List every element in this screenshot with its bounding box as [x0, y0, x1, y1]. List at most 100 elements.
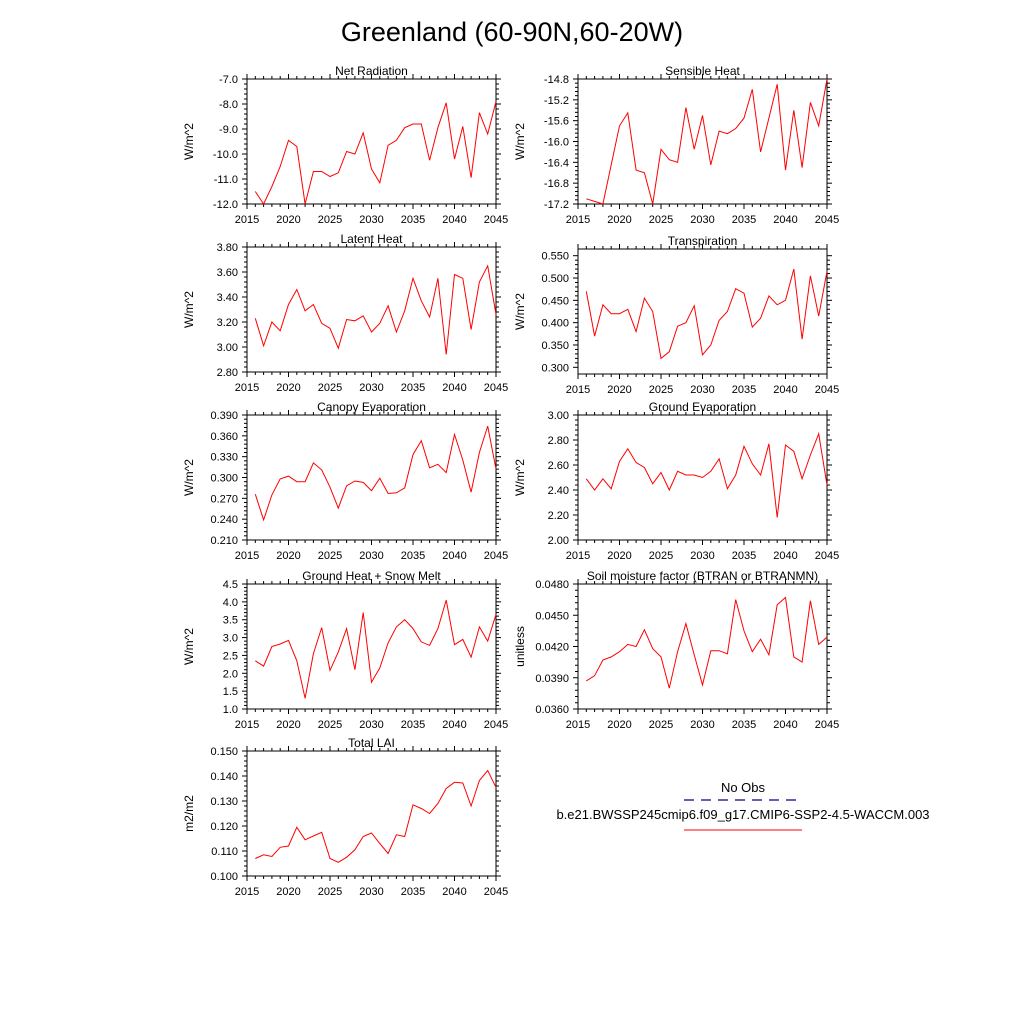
y-tick-label: -8.0 — [219, 99, 238, 111]
series-line — [255, 769, 497, 863]
x-tick-label: 2040 — [773, 719, 797, 731]
y-axis-label: W/m^2 — [513, 293, 527, 330]
x-tick-label: 2015 — [566, 214, 590, 226]
y-tick-label: 0.140 — [210, 771, 238, 783]
y-tick-label: 3.00 — [548, 410, 569, 422]
x-tick-label: 2025 — [318, 382, 342, 394]
y-tick-label: 0.0480 — [535, 579, 569, 591]
y-tick-label: 4.5 — [223, 579, 238, 591]
x-tick-label: 2030 — [359, 382, 383, 394]
y-tick-label: 4.0 — [223, 597, 238, 609]
y-tick-label: 2.20 — [548, 510, 569, 522]
x-tick-label: 2035 — [732, 384, 756, 396]
x-tick-label: 2035 — [732, 719, 756, 731]
x-tick-label: 2030 — [690, 384, 714, 396]
y-axis-label: W/m^2 — [513, 123, 527, 160]
y-tick-label: -12.0 — [213, 199, 238, 211]
y-tick-label: -7.0 — [219, 74, 238, 86]
chart-panel-5: Canopy Evaporation W/m^2 0.210 0.240 0.270 0.… — [182, 400, 508, 562]
y-axis-label: unitless — [513, 626, 527, 667]
x-tick-label: 2035 — [401, 214, 425, 226]
panel-title: Net Radiation — [335, 64, 408, 78]
x-tick-label: 2025 — [318, 719, 342, 731]
series-line — [586, 78, 828, 205]
y-axis-label: W/m^2 — [182, 291, 196, 328]
y-tick-label: -16.8 — [544, 178, 569, 190]
series-line — [585, 268, 828, 360]
y-axis-label: m2/m2 — [182, 795, 196, 832]
x-tick-label: 2020 — [276, 214, 300, 226]
x-tick-label: 2045 — [484, 719, 508, 731]
y-tick-label: 0.100 — [210, 871, 238, 883]
x-tick-label: 2045 — [815, 384, 839, 396]
y-tick-label: 0.130 — [210, 796, 238, 808]
y-tick-label: -16.0 — [544, 137, 569, 149]
y-tick-label: 2.80 — [548, 435, 569, 447]
y-tick-label: 0.210 — [210, 535, 238, 547]
y-tick-label: -11.0 — [214, 174, 238, 186]
panel-title: Ground Heat + Snow Melt — [302, 569, 441, 583]
x-tick-label: 2045 — [484, 550, 508, 562]
series-line — [586, 596, 828, 689]
y-axis-label: W/m^2 — [513, 459, 527, 496]
x-tick-label: 2040 — [442, 550, 466, 562]
y-tick-label: 0.150 — [210, 746, 238, 758]
x-tick-label: 2020 — [607, 214, 631, 226]
x-tick-label: 2045 — [815, 719, 839, 731]
series-line — [254, 425, 497, 522]
plot-frame — [246, 246, 497, 373]
y-tick-label: -14.8 — [544, 74, 569, 86]
x-tick-label: 2015 — [235, 719, 259, 731]
x-tick-label: 2015 — [566, 719, 590, 731]
x-tick-label: 2035 — [732, 214, 756, 226]
y-tick-label: 3.5 — [223, 615, 238, 627]
y-tick-label: 2.80 — [217, 367, 238, 379]
x-tick-label: 2045 — [484, 886, 508, 898]
x-tick-label: 2020 — [276, 719, 300, 731]
x-tick-label: 2015 — [235, 214, 259, 226]
x-tick-label: 2020 — [276, 886, 300, 898]
y-tick-label: 3.00 — [217, 342, 238, 354]
y-tick-label: -16.4 — [544, 157, 569, 169]
y-tick-label: 1.0 — [223, 704, 238, 716]
x-tick-label: 2045 — [815, 550, 839, 562]
x-tick-label: 2015 — [235, 550, 259, 562]
y-tick-label: 0.300 — [210, 473, 238, 485]
x-tick-label: 2040 — [442, 719, 466, 731]
x-tick-label: 2025 — [649, 384, 673, 396]
y-tick-label: 2.5 — [223, 650, 238, 662]
y-tick-label: 2.40 — [548, 485, 569, 497]
x-tick-label: 2045 — [484, 382, 508, 394]
y-axis-label: W/m^2 — [182, 459, 196, 496]
y-axis-label: W/m^2 — [182, 123, 196, 160]
y-tick-label: -10.0 — [213, 149, 238, 161]
x-tick-label: 2040 — [773, 550, 797, 562]
legend: No Obs b.e21.BWSSP245cmip6.f09_g17.CMIP6… — [556, 780, 930, 831]
y-tick-label: 0.120 — [210, 821, 238, 833]
y-tick-label: 1.5 — [223, 686, 238, 698]
x-tick-label: 2025 — [649, 214, 673, 226]
y-tick-label: 2.0 — [223, 668, 238, 680]
x-tick-label: 2020 — [276, 550, 300, 562]
y-tick-label: 0.270 — [210, 493, 238, 505]
y-tick-label: 3.60 — [217, 267, 238, 279]
x-tick-label: 2030 — [359, 719, 383, 731]
y-tick-label: -17.2 — [544, 199, 569, 211]
x-tick-label: 2020 — [607, 384, 631, 396]
y-tick-label: 0.400 — [541, 318, 569, 330]
panel-title: Soil moisture factor (BTRAN or BTRANMN) — [587, 569, 818, 583]
figure-title: Greenland (60-90N,60-20W) — [341, 17, 683, 47]
x-tick-label: 2030 — [359, 886, 383, 898]
y-tick-label: 3.80 — [217, 242, 238, 254]
y-tick-label: 0.390 — [210, 410, 238, 422]
y-tick-label: 0.0390 — [535, 673, 569, 685]
y-tick-label: 0.450 — [541, 295, 569, 307]
x-tick-label: 2040 — [442, 886, 466, 898]
plot-frame — [246, 583, 497, 710]
x-tick-label: 2030 — [690, 719, 714, 731]
x-tick-label: 2020 — [276, 382, 300, 394]
chart-panel-6: Ground Evaporation W/m^2 2.00 2.20 2.40 2.60 2… — [513, 400, 839, 562]
x-tick-label: 2040 — [442, 382, 466, 394]
y-tick-label: -15.2 — [544, 95, 569, 107]
x-tick-label: 2015 — [235, 886, 259, 898]
